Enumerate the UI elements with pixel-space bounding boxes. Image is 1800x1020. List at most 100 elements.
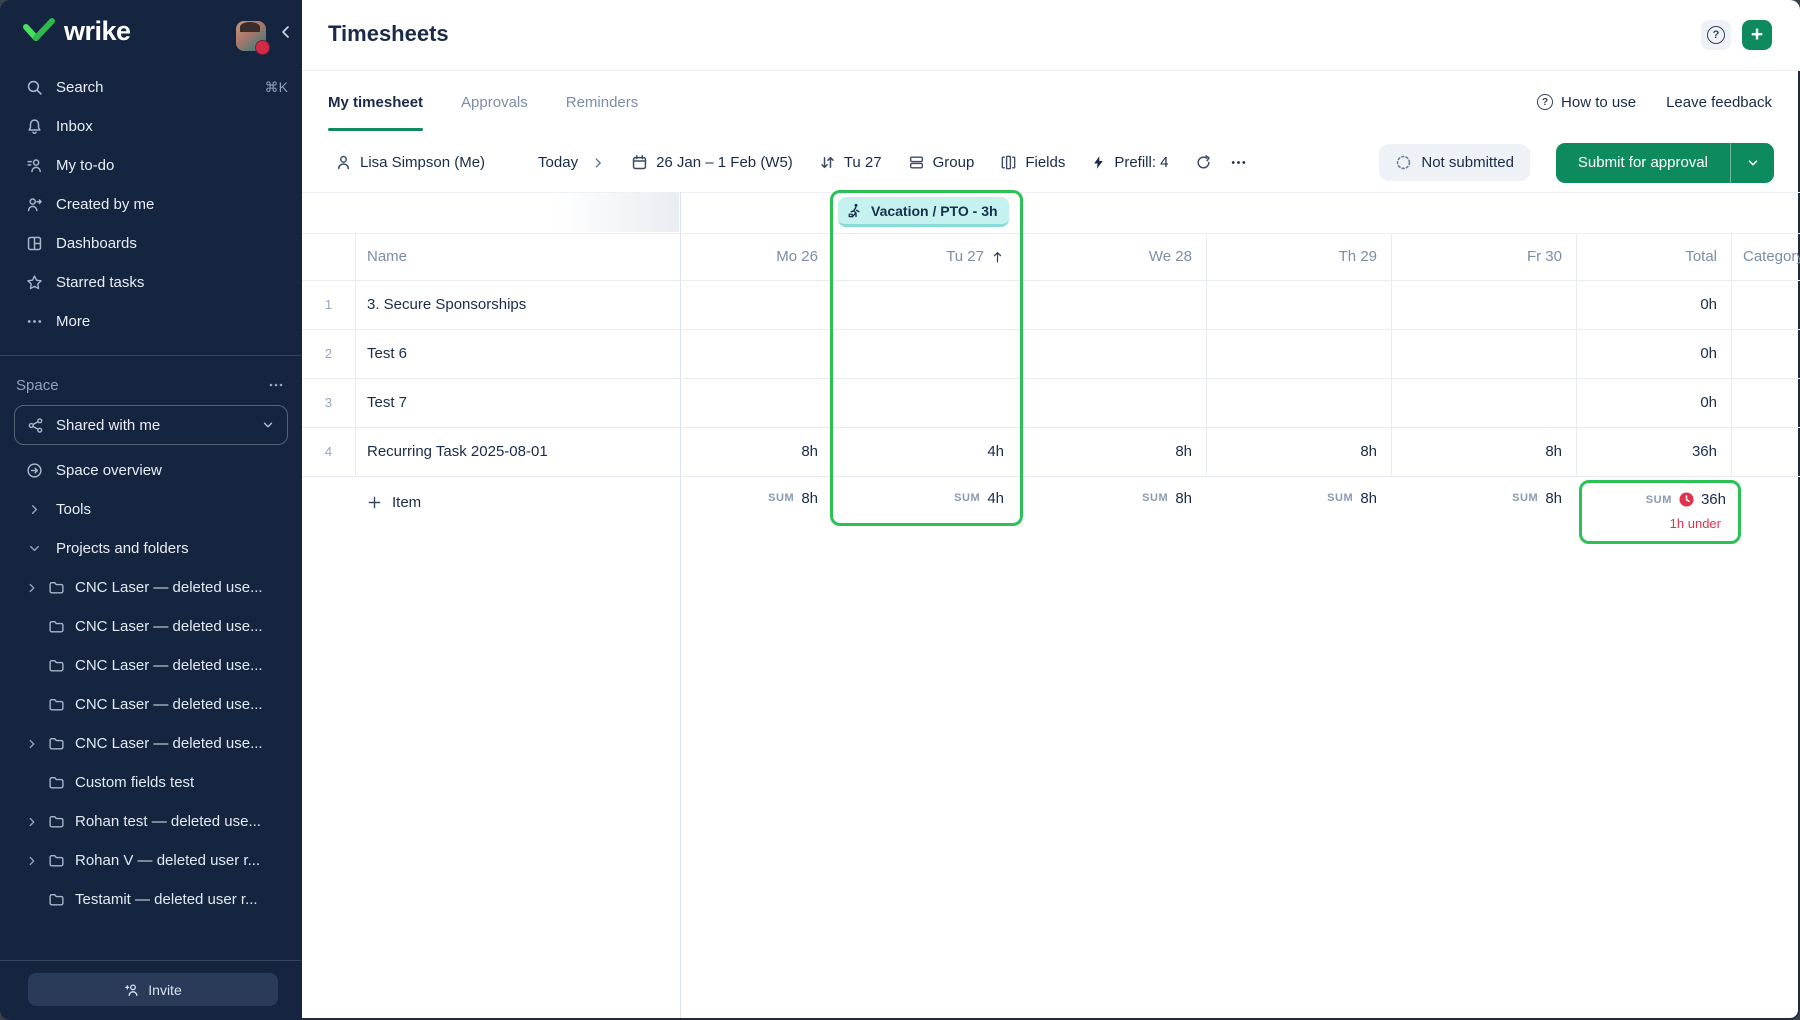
task-name[interactable]: Test 6 (367, 345, 408, 362)
sidebar-item-search[interactable]: Search ⌘K (0, 68, 302, 107)
sidebar-item-label: Projects and folders (56, 540, 189, 557)
space-selector[interactable]: Shared with me (14, 405, 288, 445)
folder-item[interactable]: Rohan V — deleted user r... (0, 841, 302, 880)
chevron-right-icon[interactable] (591, 156, 605, 170)
help-button[interactable]: ? (1701, 20, 1731, 50)
dotted-circle-icon (1395, 154, 1412, 171)
sum-cell: SUM 8h (1512, 489, 1562, 507)
invite-section: Invite (0, 948, 302, 1020)
folder-icon (48, 579, 66, 596)
invite-button[interactable]: Invite (28, 973, 278, 1006)
user-filter[interactable]: Lisa Simpson (Me) (335, 154, 485, 171)
submit-dropdown-arrow[interactable] (1730, 142, 1774, 183)
column-header-name[interactable]: Name (367, 248, 408, 265)
folder-item[interactable]: CNC Laser — deleted use... (0, 646, 302, 685)
time-cell[interactable]: 8h (1545, 443, 1562, 460)
time-cell[interactable]: 8h (1360, 443, 1377, 460)
sidebar-item-dashboards[interactable]: Dashboards (0, 224, 302, 263)
grid-line (302, 329, 1800, 330)
folder-item[interactable]: Custom fields test (0, 763, 302, 802)
sidebar-item-space-overview[interactable]: Space overview (0, 451, 302, 490)
tab-my-timesheet[interactable]: My timesheet (328, 71, 424, 133)
sidebar-item-more[interactable]: More (0, 302, 302, 341)
grid-line (1206, 233, 1207, 476)
fields-control[interactable]: Fields (1000, 154, 1065, 171)
chevron-left-icon[interactable] (511, 156, 525, 170)
sidebar-divider (0, 960, 302, 961)
column-header-total[interactable]: Total (1685, 248, 1717, 265)
chevron-right-icon[interactable] (25, 581, 41, 595)
task-name[interactable]: 3. Secure Sponsorships (367, 296, 527, 313)
plus-icon (367, 495, 382, 510)
sidebar-item-projects-and-folders[interactable]: Projects and folders (0, 529, 302, 568)
sidebar-item-label: My to-do (56, 157, 115, 174)
sidebar-item-created-by-me[interactable]: Created by me (0, 185, 302, 224)
column-header-th29[interactable]: Th 29 (1338, 248, 1377, 265)
folder-item[interactable]: Testamit — deleted user r... (0, 880, 302, 919)
wrike-logo[interactable]: wrike (22, 16, 131, 47)
sidebar-item-my-todo[interactable]: My to-do (0, 146, 302, 185)
sidebar-item-starred-tasks[interactable]: Starred tasks (0, 263, 302, 302)
chevron-right-icon[interactable] (25, 737, 41, 751)
today-button[interactable]: Today (538, 154, 579, 171)
plus-icon: + (1750, 22, 1764, 46)
create-button[interactable]: + (1742, 20, 1772, 50)
chevron-right-icon[interactable] (25, 815, 41, 829)
leave-feedback-link[interactable]: Leave feedback (1666, 93, 1772, 111)
status-label: Not submitted (1421, 154, 1514, 171)
sidebar-item-label: More (56, 313, 91, 330)
header-divider (302, 70, 1800, 71)
row-number: 4 (324, 444, 333, 459)
share-icon (27, 417, 44, 434)
chevron-right-icon[interactable] (25, 854, 41, 868)
tab-reminders[interactable]: Reminders (565, 93, 639, 111)
frozen-pane-divider[interactable] (680, 192, 681, 1018)
group-control[interactable]: Group (908, 154, 974, 171)
prefill-label: Prefill: 4 (1114, 154, 1169, 171)
folder-icon (48, 618, 66, 635)
folder-icon (48, 657, 66, 674)
refresh-button[interactable] (1195, 154, 1212, 171)
column-header-fr30[interactable]: Fr 30 (1526, 248, 1562, 265)
sidebar-divider (0, 355, 302, 356)
column-header-we28[interactable]: We 28 (1148, 248, 1192, 265)
more-actions-button[interactable] (1230, 154, 1247, 171)
folder-item[interactable]: CNC Laser — deleted use... (0, 568, 302, 607)
sidebar-item-label: Tools (56, 501, 92, 518)
time-cell[interactable]: 8h (1175, 443, 1192, 460)
column-header-tu27[interactable]: Tu 27 (832, 233, 1021, 280)
how-to-use-link[interactable]: ? How to use (1537, 94, 1636, 111)
folder-item[interactable]: CNC Laser — deleted use... (0, 724, 302, 763)
avatar[interactable] (236, 21, 270, 55)
page-header: Timesheets ? + (302, 0, 1800, 70)
time-cell[interactable]: 4h (987, 443, 1004, 460)
folder-item[interactable]: Rohan test — deleted use... (0, 802, 302, 841)
date-range-picker[interactable]: 26 Jan – 1 Feb (W5) (631, 154, 793, 171)
sidebar-item-inbox[interactable]: Inbox (0, 107, 302, 146)
task-name[interactable]: Test 7 (367, 394, 408, 411)
tab-approvals[interactable]: Approvals (461, 93, 528, 111)
submit-label[interactable]: Submit for approval (1555, 142, 1730, 183)
sidebar-item-tools[interactable]: Tools (0, 490, 302, 529)
grid-line (302, 476, 1800, 477)
add-item-button[interactable]: Item (355, 478, 421, 526)
folder-item[interactable]: CNC Laser — deleted use... (0, 685, 302, 724)
row-number: 2 (324, 346, 333, 361)
column-header-category[interactable]: Category (1743, 248, 1800, 265)
space-selected-label: Shared with me (56, 416, 161, 434)
submit-for-approval-button[interactable]: Submit for approval (1555, 142, 1774, 183)
column-header-mo26[interactable]: Mo 26 (776, 248, 818, 265)
chevron-right-icon (25, 501, 43, 519)
grid-line (1391, 233, 1392, 476)
folder-item[interactable]: CNC Laser — deleted use... (0, 607, 302, 646)
time-cell[interactable]: 8h (801, 443, 818, 460)
sidebar-item-label: Dashboards (56, 235, 137, 252)
sidebar-item-label: Inbox (56, 118, 93, 135)
chevron-down-icon (25, 540, 43, 558)
ellipsis-icon (1230, 154, 1247, 171)
prefill-control[interactable]: Prefill: 4 (1091, 154, 1169, 171)
collapse-sidebar-icon[interactable] (278, 24, 294, 40)
sort-control[interactable]: Tu 27 (819, 154, 882, 171)
space-more-icon[interactable] (268, 377, 284, 393)
task-name[interactable]: Recurring Task 2025-08-01 (367, 443, 548, 460)
